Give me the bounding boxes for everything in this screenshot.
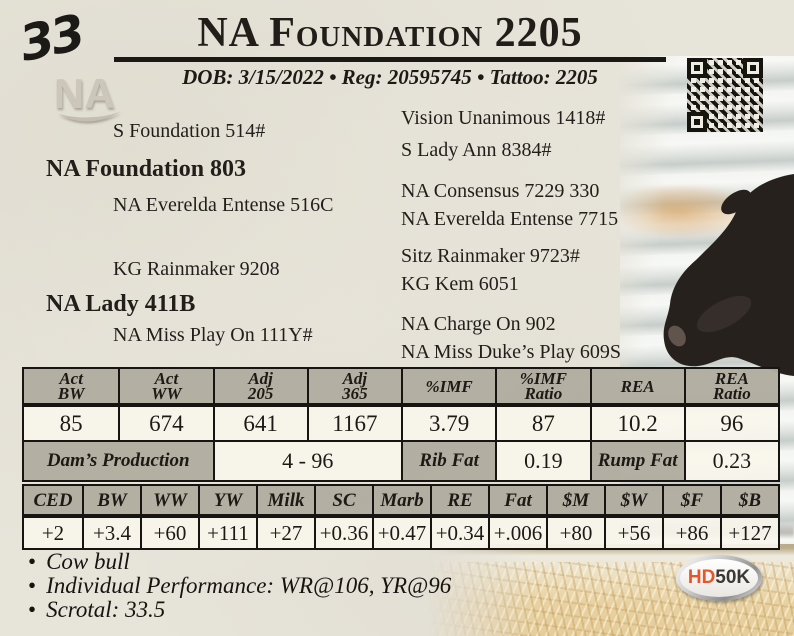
hd50k-logo-text: HD 50K [680, 559, 758, 597]
pedigree-sire-dam-sire: NA Consensus 7229 330 [401, 180, 600, 202]
qr-finder-icon [687, 58, 707, 78]
rump-fat-label: Rump Fat [589, 442, 684, 480]
hd50k-logo: HD 50K [676, 555, 762, 601]
note-individual-performance: Individual Performance: WR@106, YR@96 [28, 574, 451, 598]
cow-head-photo [663, 174, 794, 376]
epd-value-cell: +27 [256, 518, 314, 548]
qr-code [687, 58, 763, 132]
dam-production-table: Dam’s Production 4 - 96 Rib Fat 0.19 Rum… [22, 440, 780, 482]
epd-header-cell: Marb [372, 486, 430, 514]
perf-value-cell: 1167 [306, 407, 401, 440]
epd-value-cell: +60 [140, 518, 198, 548]
pedigree-dam-sire-sire: Sitz Rainmaker 9723# [401, 245, 580, 267]
svg-text:NA: NA [54, 70, 115, 117]
qr-finder-icon [687, 112, 707, 132]
pedigree-sire-dam-dam: NA Everelda Entense 7715 [401, 208, 619, 230]
perf-value-cell: 96 [683, 407, 778, 440]
na-brand-watermark-logo: NA [54, 70, 120, 122]
pedigree-dam-sire: KG Rainmaker 9208 [113, 258, 280, 280]
epd-value-cell: +0.36 [314, 518, 372, 548]
qr-finder-icon [743, 58, 763, 78]
epd-header-cell: $F [662, 486, 720, 514]
epd-header-row: CED BW WW YW Milk SC Marb RE Fat $M $W $… [24, 486, 778, 518]
epd-header-cell: YW [198, 486, 256, 514]
pedigree-sire-sire: S Foundation 514# [113, 120, 266, 142]
epd-value-cell: +80 [546, 518, 604, 548]
pedigree-dam-name: NA Lady 411B [46, 291, 196, 317]
epd-value-cell: +0.34 [430, 518, 488, 548]
epd-value-cell: +3.4 [82, 518, 140, 548]
epd-header-cell: RE [430, 486, 488, 514]
epd-value-cell: +127 [720, 518, 778, 548]
dam-production-label: Dam’s Production [24, 442, 213, 480]
dam-production-value: 4 - 96 [212, 442, 401, 480]
epd-value-cell: +.006 [488, 518, 546, 548]
perf-header-cell: Adj 365 [306, 369, 401, 403]
pedigree-sire-sire-dam: S Lady Ann 8384# [401, 139, 552, 161]
rib-fat-value: 0.19 [495, 442, 590, 480]
perf-header-cell: REA [589, 369, 684, 403]
epd-value-cell: +56 [604, 518, 662, 548]
epd-value-cell: +0.47 [372, 518, 430, 548]
epd-header-cell: Fat [488, 486, 546, 514]
perf-value-cell: 641 [212, 407, 307, 440]
epd-header-cell: BW [82, 486, 140, 514]
animal-id-line: DOB: 3/15/2022 • Reg: 20595745 • Tattoo:… [182, 65, 598, 90]
dam-production-row: Dam’s Production 4 - 96 Rib Fat 0.19 Rum… [24, 442, 778, 480]
epd-header-cell: $W [604, 486, 662, 514]
perf-value-cell: 85 [24, 407, 119, 440]
epd-header-cell: WW [140, 486, 198, 514]
perf-header-cell: Act BW [24, 369, 119, 403]
note-scrotal: Scrotal: 33.5 [28, 598, 451, 622]
perf-header-cell: %IMF [401, 369, 496, 403]
perf-header-cell: REA Ratio [683, 369, 778, 403]
epd-header-cell: $M [546, 486, 604, 514]
perf-value-cell: 10.2 [589, 407, 684, 440]
epd-value-cell: +111 [198, 518, 256, 548]
title-divider [114, 57, 666, 63]
performance-table: Act BW Act WW Adj 205 Adj 365 %IMF %IMF Ratio… [22, 367, 780, 442]
pedigree-dam-sire-dam: KG Kem 6051 [401, 273, 519, 295]
epd-header-cell: CED [24, 486, 82, 514]
pedigree-dam-dam: NA Miss Play On 111Y# [113, 324, 313, 346]
epd-table: CED BW WW YW Milk SC Marb RE Fat $M $W $… [22, 484, 780, 550]
performance-header-row: Act BW Act WW Adj 205 Adj 365 %IMF %IMF Ratio… [24, 369, 778, 407]
pedigree-dam-dam-sire: NA Charge On 902 [401, 313, 556, 335]
epd-value-cell: +86 [662, 518, 720, 548]
perf-header-cell: %IMF Ratio [495, 369, 590, 403]
performance-value-row: 85 674 641 1167 3.79 87 10.2 96 [24, 407, 778, 440]
epd-header-cell: $B [720, 486, 778, 514]
footnotes-list: Cow bull Individual Performance: WR@106,… [28, 550, 451, 622]
rump-fat-value: 0.23 [683, 442, 778, 480]
perf-value-cell: 3.79 [401, 407, 496, 440]
perf-value-cell: 674 [118, 407, 213, 440]
pedigree-sire-dam: NA Everelda Entense 516C [113, 194, 334, 216]
epd-header-cell: SC [314, 486, 372, 514]
animal-name-title: NA Foundation 2205 [197, 10, 583, 56]
epd-header-cell: Milk [256, 486, 314, 514]
pedigree-sire-sire-sire: Vision Unanimous 1418# [401, 107, 606, 129]
pedigree-sire-name: NA Foundation 803 [46, 156, 247, 182]
note-cow-bull: Cow bull [28, 550, 451, 574]
perf-header-cell: Act WW [118, 369, 213, 403]
pedigree-dam-dam-dam: NA Miss Duke’s Play 609S [401, 341, 622, 363]
perf-value-cell: 87 [495, 407, 590, 440]
lot-number: 33 [14, 4, 88, 73]
header-block: NA Foundation 2205 DOB: 3/15/2022 • Reg:… [98, 10, 682, 90]
epd-value-cell: +2 [24, 518, 82, 548]
epd-value-row: +2 +3.4 +60 +111 +27 +0.36 +0.47 +0.34 +… [24, 518, 778, 548]
rib-fat-label: Rib Fat [401, 442, 496, 480]
perf-header-cell: Adj 205 [212, 369, 307, 403]
